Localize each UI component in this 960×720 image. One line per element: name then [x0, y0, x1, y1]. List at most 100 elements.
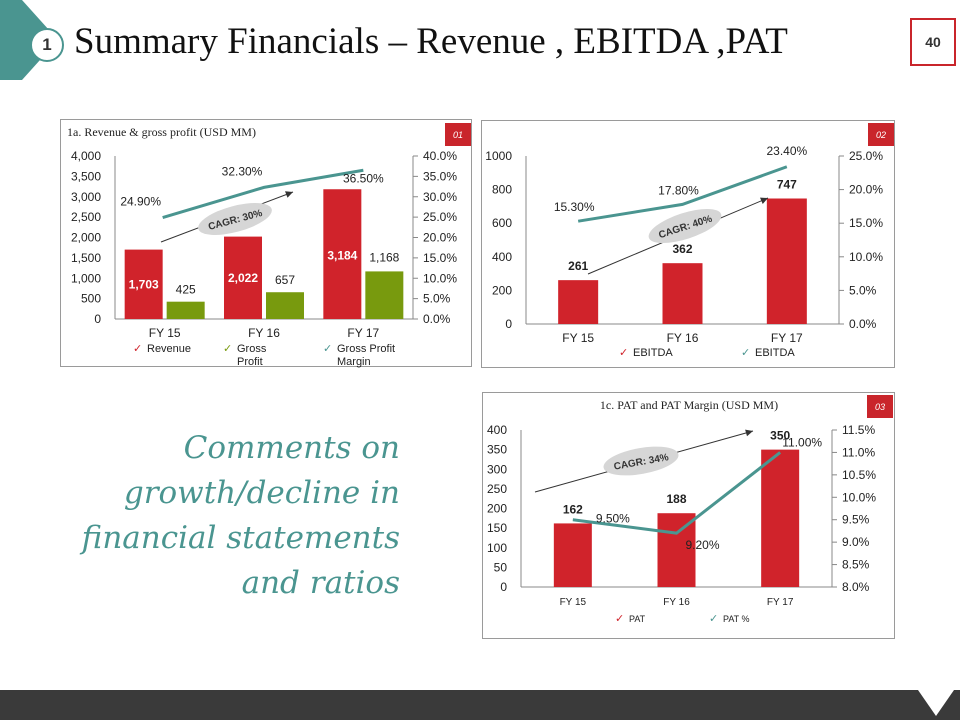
- x-tick-label: FY 17: [347, 326, 379, 340]
- page-number: 40: [910, 18, 956, 66]
- bar-ebitda: [766, 198, 807, 324]
- legend-label: Revenue: [147, 343, 191, 355]
- line-data-label: 15.30%: [554, 200, 595, 214]
- y2-tick-label: 20.0%: [849, 183, 883, 197]
- y2-tick-label: 9.0%: [842, 535, 870, 549]
- legend-check-icon: ✓: [741, 346, 750, 359]
- y-tick-label: 0: [500, 580, 507, 594]
- bar-pat: [761, 449, 800, 587]
- y-tick-label: 400: [492, 250, 512, 264]
- y2-tick-label: 15.0%: [423, 251, 457, 265]
- y-tick-label: 200: [487, 502, 507, 516]
- y2-tick-label: 40.0%: [423, 149, 457, 163]
- bar-ebitda: [662, 263, 703, 324]
- cagr-ellipse: [648, 208, 722, 244]
- footer-bar: [0, 690, 960, 720]
- y2-tick-label: 30.0%: [423, 190, 457, 204]
- bar-pat: [657, 513, 696, 587]
- y-tick-label: 600: [492, 216, 512, 230]
- y-tick-label: 50: [494, 560, 508, 574]
- bar-pat: [553, 523, 592, 587]
- bar-data-label: 1,168: [369, 250, 399, 264]
- section-number: 1: [30, 28, 64, 62]
- header-accent: [0, 0, 22, 80]
- bar-data-label: 350: [770, 429, 790, 443]
- chart-badge: [868, 123, 894, 146]
- chart-badge-text: 03: [875, 402, 885, 412]
- cagr-ellipse: [603, 446, 679, 476]
- legend-check-icon: ✓: [615, 612, 624, 625]
- legend-check-icon: ✓: [709, 612, 718, 625]
- legend-label: Margin: [337, 356, 371, 368]
- bar-data-label: 261: [568, 259, 588, 273]
- x-tick-label: FY 16: [667, 331, 699, 345]
- legend-label: Gross: [237, 343, 267, 355]
- y-tick-label: 100: [487, 541, 507, 555]
- legend-label: PAT %: [723, 614, 750, 624]
- y2-tick-label: 10.0%: [842, 490, 876, 504]
- chart-badge: [445, 123, 471, 146]
- bar-data-label: 162: [563, 502, 583, 516]
- legend-label: PAT: [629, 614, 646, 624]
- y-tick-label: 1000: [485, 149, 512, 163]
- bar-data-label: 747: [777, 178, 797, 192]
- comments-line: growth/decline in: [123, 475, 400, 511]
- bar-ebitda: [558, 280, 599, 324]
- line-gross-profit-margin: [162, 168, 364, 219]
- chart-revenue: 01 1a. Revenue & gross profit (USD MM) 0 50…: [67, 123, 471, 368]
- y2-tick-label: 8.5%: [842, 558, 870, 572]
- cagr-callout: CAGR: 30%: [198, 203, 272, 235]
- legend-check-icon: ✓: [223, 342, 232, 355]
- cagr-arrow-head: [745, 429, 753, 437]
- line-data-label: 11.00%: [782, 435, 822, 449]
- y2-tick-label: 5.0%: [423, 292, 451, 306]
- legend-label: Gross Profit: [337, 343, 395, 355]
- line-data-label: 24.90%: [120, 195, 161, 209]
- y-tick-label: 2,500: [71, 210, 101, 224]
- bar-gross-profit: [266, 292, 304, 319]
- legend-label: Profit: [237, 356, 263, 368]
- y2-tick-label: 20.0%: [423, 231, 457, 245]
- chart-ebitda-panel: 02 0 200 400 600 800 1000 0.0% 5.0% 10.0% 15.0% 20.…: [481, 120, 895, 368]
- footer-arrow-icon: [918, 690, 954, 716]
- x-tick-label: FY 17: [767, 597, 794, 608]
- y-tick-label: 150: [487, 521, 507, 535]
- line-data-label: 36.50%: [343, 171, 384, 185]
- bar-data-label: 657: [275, 273, 295, 287]
- chart-ebitda: 02 0 200 400 600 800 1000 0.0% 5.0% 10.0% 15.0% 20.…: [485, 123, 894, 359]
- y-tick-label: 0: [94, 312, 101, 326]
- y2-tick-label: 10.0%: [423, 271, 457, 285]
- y2-tick-label: 8.0%: [842, 580, 870, 594]
- y-tick-label: 400: [487, 423, 507, 437]
- y-tick-label: 250: [487, 482, 507, 496]
- y-tick-label: 500: [81, 292, 101, 306]
- y-tick-label: 200: [492, 283, 512, 297]
- page-title: Summary Financials – Revenue , EBITDA ,P…: [74, 21, 788, 62]
- y-tick-label: 4,000: [71, 149, 101, 163]
- bar-revenue: [124, 249, 163, 319]
- x-tick-label: FY 16: [663, 597, 690, 608]
- comments-line: financial statements: [81, 520, 400, 556]
- bar-gross-profit: [365, 271, 404, 319]
- y2-tick-label: 10.5%: [842, 468, 876, 482]
- bar-data-label: 188: [666, 492, 686, 506]
- legend-check-icon: ✓: [323, 342, 332, 355]
- bar-data-label: 362: [672, 242, 692, 256]
- y2-tick-label: 25.0%: [423, 210, 457, 224]
- bar-revenue: [224, 236, 262, 319]
- y2-tick-label: 0.0%: [423, 312, 451, 326]
- bar-data-label: 3,184: [327, 248, 357, 262]
- comments-text: Comments on growth/decline in financial …: [60, 426, 400, 606]
- line-data-label: 23.40%: [766, 144, 807, 158]
- line-data-label: 9.20%: [685, 538, 719, 552]
- cagr-arrow-head: [760, 197, 768, 205]
- bar-revenue: [323, 189, 362, 319]
- cagr-arrow-head: [285, 191, 293, 198]
- chart-badge-text: 01: [453, 130, 463, 140]
- y-tick-label: 800: [492, 183, 512, 197]
- bar-data-label: 1,703: [129, 277, 159, 291]
- chart-title: 1a. Revenue & gross profit (USD MM): [67, 125, 256, 139]
- line-ebitda: [577, 165, 788, 223]
- y2-tick-label: 5.0%: [849, 283, 877, 297]
- x-tick-label: FY 15: [562, 331, 594, 345]
